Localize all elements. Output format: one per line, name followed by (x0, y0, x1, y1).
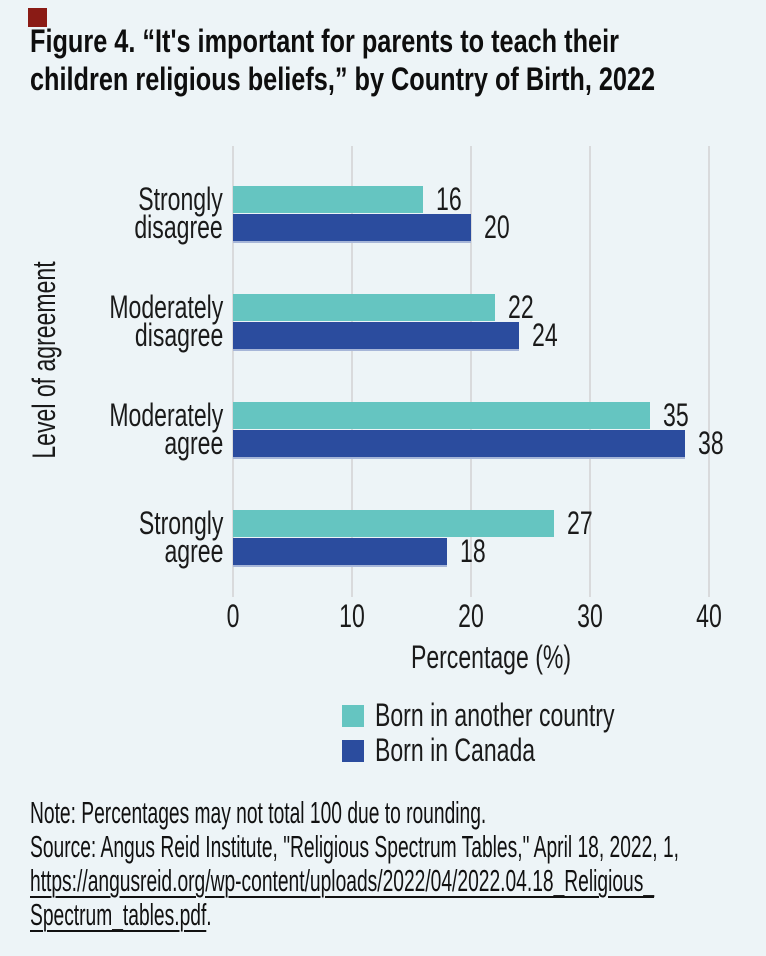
value-label-16: 16 (436, 181, 463, 217)
value-label-18: 18 (460, 533, 486, 569)
source-link-line-2: Spectrum_tables.pdf. (30, 898, 212, 932)
bar-born-in-another-country-moderately-agree (233, 402, 650, 429)
gridline-0 (232, 146, 234, 597)
accent-square (28, 8, 47, 27)
value-label-22: 22 (507, 289, 534, 325)
gridline-30 (589, 146, 591, 597)
x-axis-title: Percentage (%) (410, 639, 572, 675)
category-label-strongly-agree: Strongly agree (138, 505, 223, 569)
figure-title-line-2: children religious beliefs,” by Country … (30, 61, 656, 97)
value-label-38: 38 (698, 425, 724, 461)
legend-label: Born in another country (375, 697, 615, 733)
legend-item-born-in-another-country: Born in another country (342, 697, 708, 733)
gridline-40 (708, 146, 710, 597)
x-axis-tick-10: 10 (339, 598, 365, 634)
x-axis-tick-30: 30 (577, 598, 603, 634)
bar-born-in-canada-moderately-disagree (233, 322, 519, 351)
legend-label: Born in Canada (375, 732, 536, 768)
source-link[interactable]: https://angusreid.org/wp-content/uploads… (30, 863, 655, 898)
source-link-period: . (206, 897, 212, 932)
value-label-27: 27 (567, 505, 593, 541)
bar-born-in-another-country-moderately-disagree (233, 294, 495, 321)
figure-title-line-1: Figure 4. “It's important for parents to… (30, 23, 619, 59)
source-text: Source: Angus Reid Institute, "Religious… (30, 829, 679, 864)
category-label-moderately-agree: Moderately agree (109, 397, 223, 461)
y-axis-title: Level of agreement (26, 261, 62, 459)
source-link-continued[interactable]: Spectrum_tables.pdf (30, 897, 207, 932)
value-label-20: 20 (484, 209, 510, 245)
legend-item-born-in-canada: Born in Canada (342, 732, 597, 768)
legend-swatch-teal (342, 704, 364, 727)
category-label-moderately-disagree: Moderately disagree (109, 289, 223, 353)
bar-born-in-canada-moderately-agree (233, 430, 685, 459)
bar-born-in-canada-strongly-agree (233, 538, 447, 567)
gridline-10 (351, 146, 353, 597)
legend-swatch-blue (342, 739, 364, 762)
value-label-35: 35 (662, 397, 689, 433)
bar-born-in-another-country-strongly-agree (233, 510, 554, 537)
x-axis-tick-0: 0 (226, 598, 240, 634)
bar-born-in-another-country-strongly-disagree (233, 186, 423, 213)
bar-born-in-canada-strongly-disagree (233, 214, 471, 243)
x-axis-tick-20: 20 (458, 598, 484, 634)
x-axis-tick-40: 40 (696, 598, 722, 634)
gridline-20 (470, 146, 472, 597)
value-label-24: 24 (531, 317, 558, 353)
note-text: Note: Percentages may not total 100 due … (30, 795, 487, 830)
source-link-line-1: https://angusreid.org/wp-content/uploads… (30, 864, 654, 898)
category-label-strongly-disagree: Strongly disagree (134, 181, 223, 245)
